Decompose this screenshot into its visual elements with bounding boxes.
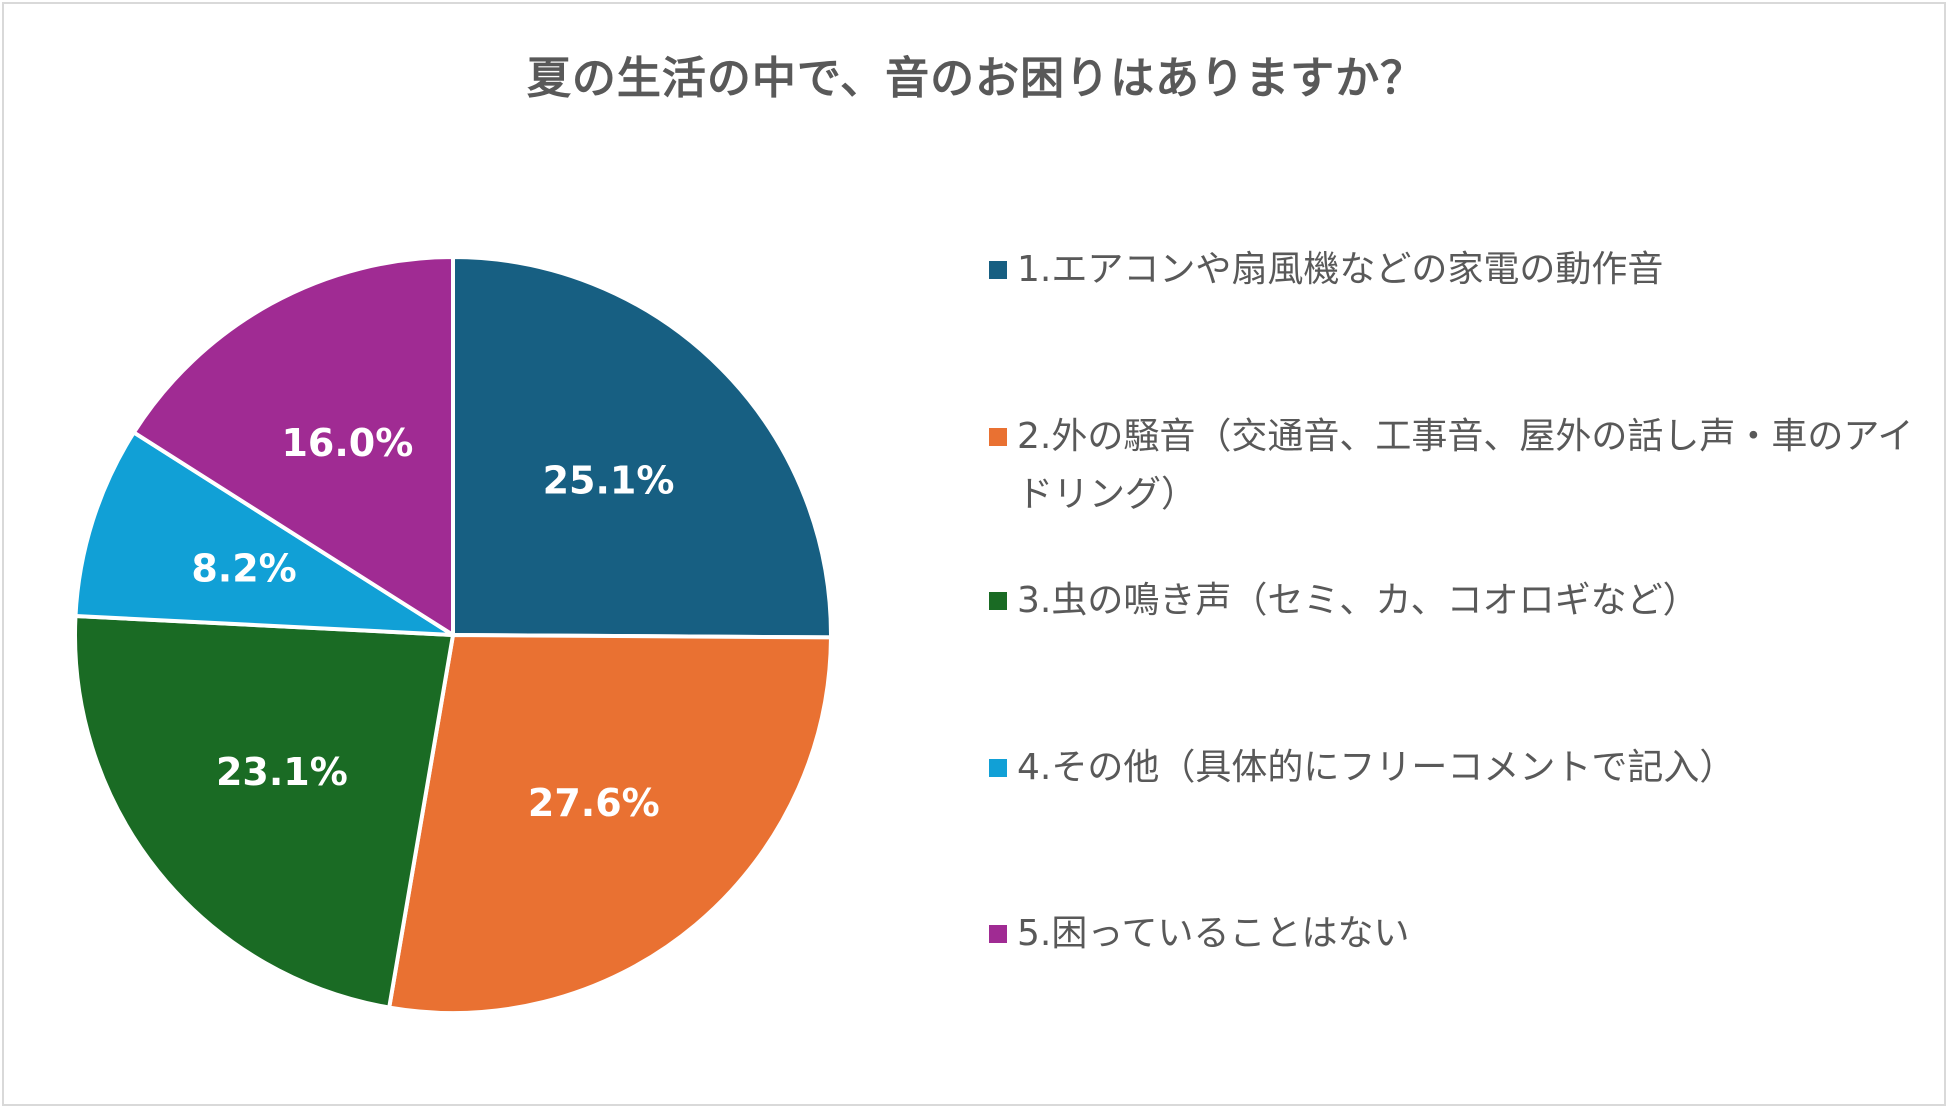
legend-label-5: 5.困っていることはない <box>1017 913 1410 954</box>
pie-slice-4 <box>73 430 455 637</box>
legend-swatch-3 <box>989 592 1007 610</box>
legend-swatch-5 <box>989 925 1007 943</box>
data-label-1: 25.1% <box>543 458 675 502</box>
legend-item-1: 1.エアコンや扇風機などの家電の動作音 <box>989 247 1929 299</box>
pie-slice-3 <box>73 614 455 1010</box>
legend-swatch-1 <box>989 261 1007 279</box>
legend-item-2: 2.外の騒音（交通音、工事音、屋外の話し声・車のアイドリング） <box>989 414 1929 524</box>
legend-item-5: 5.困っていることはない <box>989 911 1929 963</box>
data-label-5: 16.0% <box>281 421 413 465</box>
legend-item-3: 3.虫の鳴き声（セミ、カ、コオロギなど） <box>989 578 1929 630</box>
pie-chart: 25.1% 27.6% 23.1% 8.2% 16.0% <box>73 255 833 1015</box>
legend-label-3: 3.虫の鳴き声（セミ、カ、コオロギなど） <box>1017 580 1699 621</box>
data-label-2: 27.6% <box>528 781 660 825</box>
legend-label-4: 4.その他（具体的にフリーコメントで記入） <box>1017 747 1736 788</box>
data-label-3: 23.1% <box>216 750 348 794</box>
pie-slice-1 <box>451 255 833 640</box>
legend-swatch-2 <box>989 428 1007 446</box>
legend-label-2: 2.外の騒音（交通音、工事音、屋外の話し声・車のアイドリング） <box>1017 416 1914 515</box>
legend-item-4: 4.その他（具体的にフリーコメントで記入） <box>989 745 1929 797</box>
legend-swatch-4 <box>989 759 1007 777</box>
legend-label-1: 1.エアコンや扇風機などの家電の動作音 <box>1017 249 1664 290</box>
data-label-4: 8.2% <box>191 547 296 591</box>
pie-slice-5 <box>131 255 455 637</box>
chart-title: 夏の生活の中で、音のお困りはありますか？ <box>526 53 1426 104</box>
pie-slice-2 <box>387 633 833 1015</box>
